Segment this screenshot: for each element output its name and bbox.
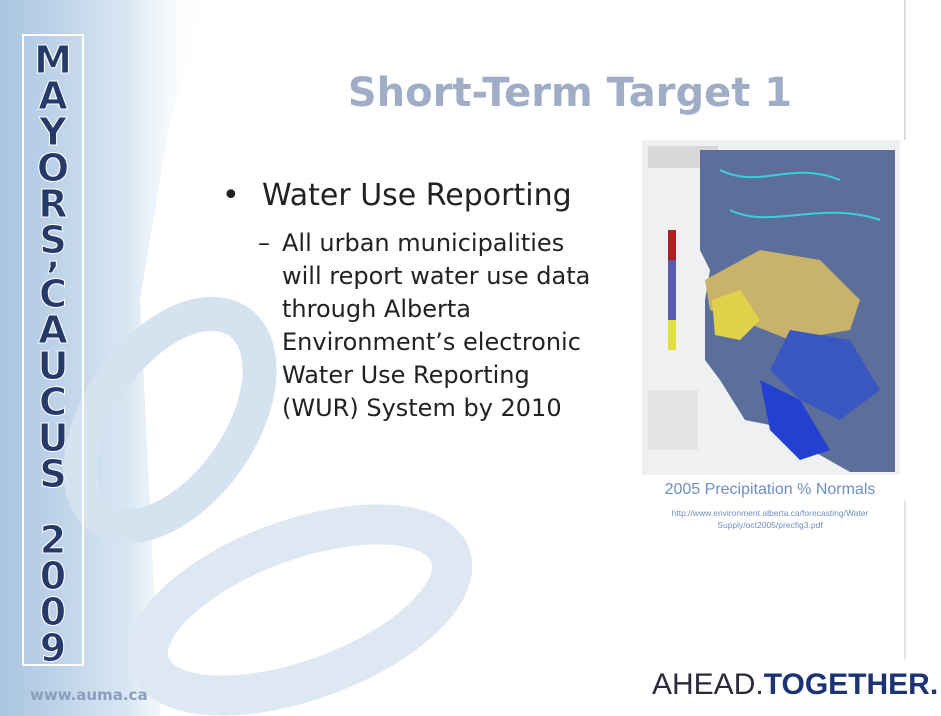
sub-bullet-line: Water Use Reporting [282, 361, 530, 389]
sub-bullet-marker: – [258, 229, 270, 257]
sub-bullet-line: through Alberta [282, 295, 471, 323]
logo-part: TOGETHER. [763, 668, 939, 701]
source-line: http://www.environment.alberta.ca/foreca… [671, 508, 869, 518]
sub-bullet-line: (WUR) System by 2010 [282, 394, 562, 422]
sub-bullet-line: Environment’s electronic [282, 328, 581, 356]
map-figure [642, 140, 900, 475]
sidebar-word: 2009 [31, 518, 76, 663]
sub-bullet-line: will report water use data [282, 262, 591, 290]
figure-caption: 2005 Precipitation % Normals [664, 481, 876, 498]
bullet-marker: • [222, 178, 240, 213]
sidebar-word: MAYORS’ [31, 38, 76, 291]
sidebar-frame [22, 34, 84, 666]
bullet-text: Water Use Reporting [262, 178, 572, 213]
website: www.auma.ca [30, 686, 148, 704]
sub-bullet-line: All urban municipalities [282, 229, 565, 257]
slide-title: Short-Term Target 1 [347, 70, 793, 116]
source-line: Supply/oct2005/precfig3.pdf [717, 520, 823, 530]
sidebar-word: CAUCUS [31, 272, 76, 489]
logo: AHEAD.TOGETHER. [652, 668, 938, 702]
logo-part: AHEAD. [652, 668, 764, 701]
